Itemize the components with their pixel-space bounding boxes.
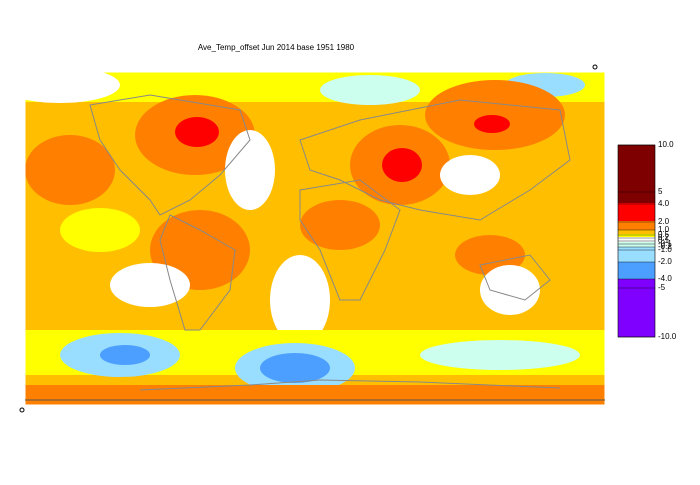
legend-label: 2.0 (658, 217, 670, 226)
legend-swatch (618, 262, 655, 279)
legend-label: 0.5 (658, 230, 670, 239)
anomaly-area (60, 208, 140, 252)
legend-swatch (618, 230, 655, 234)
color-legend: 10.0 5 4.0 2.01.00.50.20.1-0.1-0.2-1.0 -2.0 -… (617, 140, 677, 341)
legend-swatch (618, 242, 655, 247)
legend-label: 1.0 (658, 225, 670, 234)
anomaly-area (175, 117, 219, 147)
legend-swatch (618, 247, 655, 262)
legend-label: -10.0 (658, 332, 677, 341)
band-antarctic (25, 385, 605, 405)
legend-label: 10.0 (658, 140, 674, 149)
anomaly-area (420, 340, 580, 370)
anomaly-area (100, 345, 150, 365)
legend-label: -0.1 (658, 239, 672, 248)
anomaly-area (320, 75, 420, 105)
map-title: Ave_Temp_offset Jun 2014 base 1951 1980 (198, 43, 355, 52)
map (19, 64, 606, 413)
legend-label: -2.0 (658, 257, 672, 266)
legend-label: 4.0 (658, 199, 670, 208)
anomaly-area (110, 263, 190, 307)
legend-swatch (618, 145, 655, 203)
anomaly-area (225, 130, 275, 210)
anomaly-area (440, 155, 500, 195)
anomaly-area (270, 255, 330, 345)
legend-label: -1.0 (658, 245, 672, 254)
anomaly-area (480, 265, 540, 315)
legend-label: 0.1 (658, 236, 670, 245)
legend-label: 5 (658, 187, 663, 196)
anomaly-area (382, 148, 422, 182)
legend-label: -0.2 (658, 242, 672, 251)
anomaly-area (300, 200, 380, 250)
legend-label: -4.0 (658, 274, 672, 283)
anomaly-area (425, 80, 565, 150)
legend-label: 0.2 (658, 233, 670, 242)
anomaly-area (260, 353, 330, 383)
anomaly-area (25, 135, 115, 205)
legend-swatch (618, 221, 655, 230)
legend-swatch (618, 203, 655, 221)
coastlines (89, 94, 571, 391)
anomaly-area (455, 235, 525, 275)
corner-marker (592, 64, 598, 70)
legend-label: -5 (658, 283, 666, 292)
legend-swatch (618, 279, 655, 337)
legend-swatch (618, 237, 655, 242)
map-frame (24, 71, 606, 406)
anomaly-area (474, 115, 510, 133)
corner-marker (19, 407, 25, 413)
anomaly-area (25, 72, 120, 103)
legend-swatch (618, 234, 655, 237)
